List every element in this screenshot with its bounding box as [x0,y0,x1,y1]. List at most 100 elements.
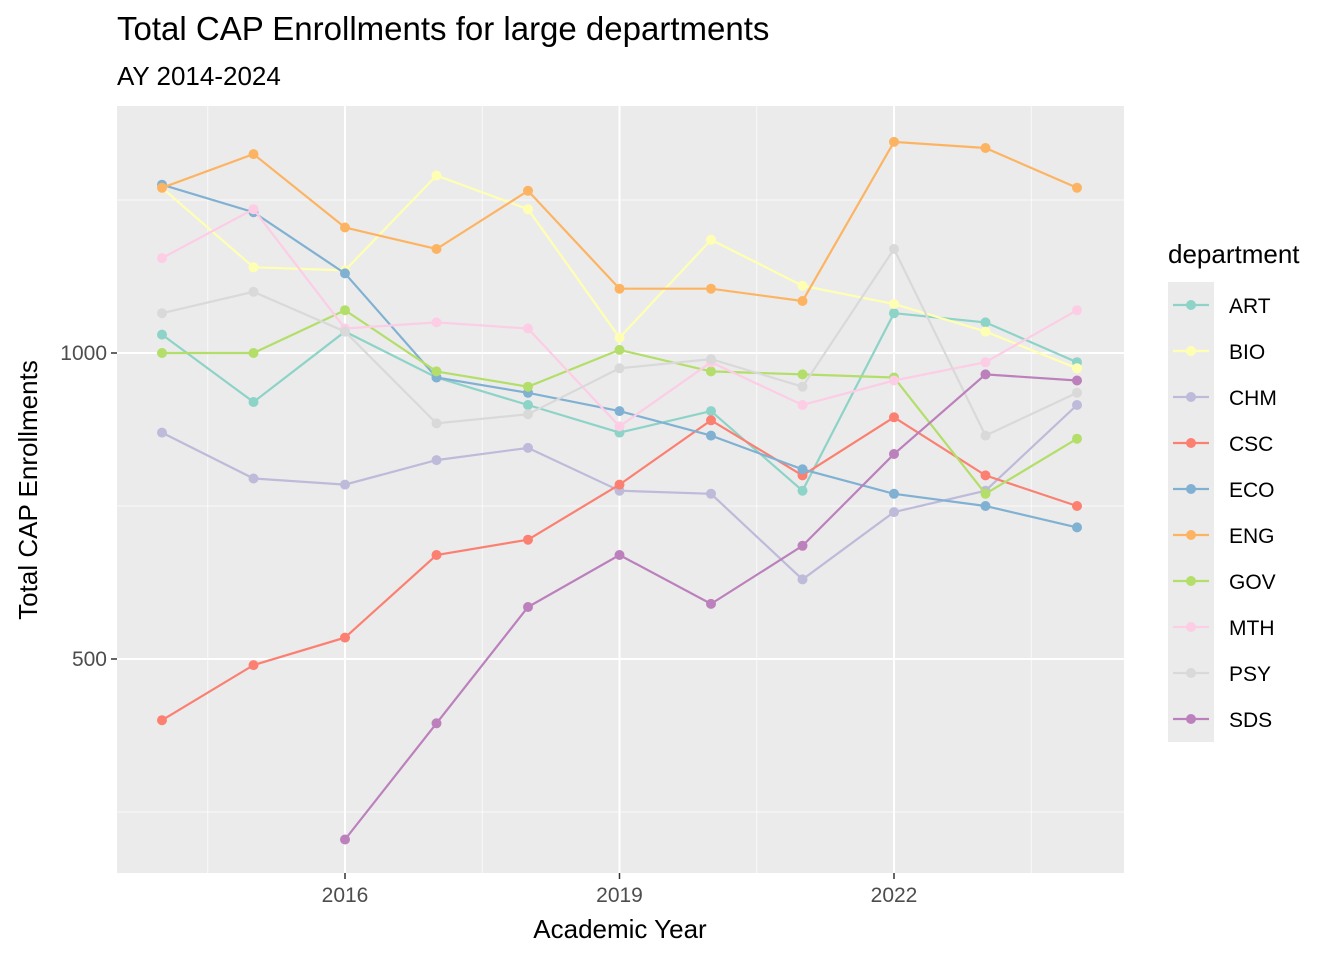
data-point-mth [523,323,533,334]
data-point-bio [1072,363,1082,374]
data-point-gov [157,348,167,358]
data-point-bio [706,234,716,245]
data-point-bio [889,299,899,309]
data-point-bio [614,332,625,343]
data-point-psy [248,286,259,297]
legend-title: department [1168,239,1300,269]
legend-label: ENG [1229,525,1275,548]
legend-item-chm: CHM [1173,387,1277,410]
data-point-mth [889,375,899,386]
data-point-chm [706,488,716,499]
data-point-eng [1072,182,1082,193]
data-point-gov [248,348,259,358]
legend-key-point [1186,484,1196,494]
data-point-psy [980,430,991,441]
data-point-chm [431,455,442,466]
data-point-eng [431,244,442,254]
data-point-bio [248,262,259,273]
series-gov [157,305,1082,499]
data-point-psy [340,326,350,337]
data-point-eco [1072,522,1082,533]
data-point-eng [614,283,625,294]
legend-label: GOV [1229,571,1276,594]
legend-item-mth: MTH [1173,617,1275,640]
data-point-csc [431,550,442,560]
data-point-csc [980,470,991,481]
data-point-sds [523,602,533,612]
data-point-gov [980,488,991,499]
data-point-sds [980,369,991,380]
series-psy [157,244,1082,441]
legend-item-sds: SDS [1173,709,1272,732]
series-csc [157,412,1082,726]
data-point-csc [614,479,625,490]
chart-subtitle: AY 2014-2024 [117,61,281,91]
data-point-chm [889,507,899,518]
data-point-eco [889,488,899,499]
legend-item-gov: GOV [1173,571,1276,594]
legend-item-art: ART [1173,295,1271,318]
data-point-mth [1072,305,1082,316]
data-point-csc [248,660,259,671]
legend-key-point [1186,622,1196,632]
data-point-sds [340,834,350,845]
data-point-art [523,400,533,410]
data-point-art [980,317,991,328]
legend-key-point [1186,668,1196,678]
legend-item-bio: BIO [1173,341,1265,364]
data-point-chm [797,574,808,585]
legend-key-point [1186,346,1196,356]
data-point-eco [980,501,991,511]
data-point-eng [157,182,167,193]
data-point-csc [340,632,350,643]
data-point-psy [157,308,167,319]
data-point-sds [1072,375,1082,386]
x-tick-label: 2016 [322,884,369,907]
data-point-sds [431,718,442,729]
data-point-art [889,308,899,319]
legend-item-eco: ECO [1173,479,1275,502]
data-point-eng [340,222,350,233]
series-chm [157,400,1082,585]
legend-label: BIO [1229,341,1265,364]
data-point-psy [797,381,808,392]
data-point-gov [431,366,442,377]
data-point-gov [706,366,716,377]
data-point-gov [614,344,625,355]
data-point-chm [523,442,533,453]
legend-label: SDS [1229,709,1272,732]
data-point-chm [1072,400,1082,410]
x-axis-ticks: 2016 2019 2022 [322,873,918,907]
data-point-csc [706,415,716,426]
data-point-eng [889,136,899,147]
data-point-gov [340,305,350,316]
legend-key-point [1186,576,1196,586]
data-point-mth [797,400,808,410]
x-axis-title: Academic Year [533,914,707,944]
data-point-mth [980,357,991,368]
x-tick-label: 2022 [871,884,918,907]
data-point-csc [1072,501,1082,511]
data-point-gov [1072,433,1082,444]
data-point-art [248,397,259,407]
data-point-sds [797,540,808,551]
data-point-eng [523,185,533,196]
data-point-eng [706,283,716,294]
legend-label: ART [1229,295,1271,318]
legend-label: CHM [1229,387,1277,410]
series-layer [157,136,1082,845]
data-point-eco [797,464,808,475]
data-point-bio [431,170,442,181]
legend-item-psy: PSY [1173,663,1271,686]
legend-label: ECO [1229,479,1275,502]
data-point-bio [523,204,533,215]
data-point-csc [157,715,167,726]
data-point-eng [797,296,808,306]
x-tick-label: 2019 [596,884,643,907]
legend-key-point [1186,300,1196,310]
chart-title: Total CAP Enrollments for large departme… [117,10,769,47]
legend-item-eng: ENG [1173,525,1275,548]
data-point-csc [523,534,533,545]
data-point-art [157,329,167,340]
legend-key-background [1168,282,1214,742]
